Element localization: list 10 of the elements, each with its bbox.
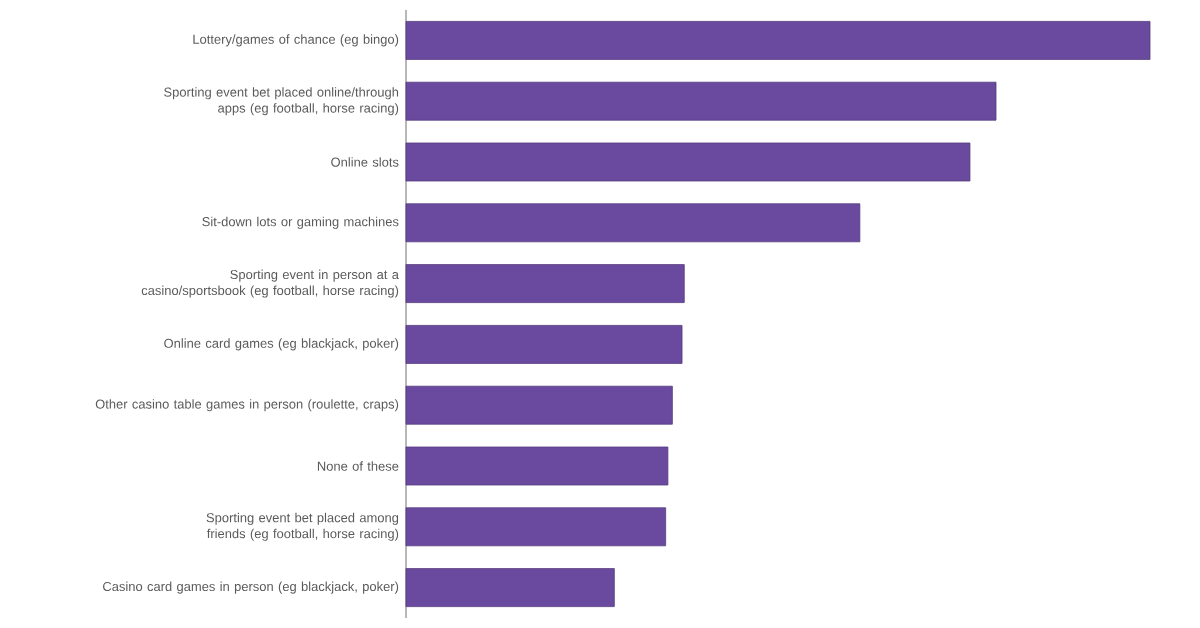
bar — [405, 264, 685, 303]
bar — [405, 203, 861, 243]
bar — [405, 142, 971, 182]
bar — [405, 446, 669, 486]
bar — [405, 325, 683, 364]
bar — [405, 507, 667, 547]
bar — [405, 568, 615, 608]
bar — [405, 81, 997, 121]
bar — [405, 385, 673, 425]
bar — [405, 20, 1151, 60]
